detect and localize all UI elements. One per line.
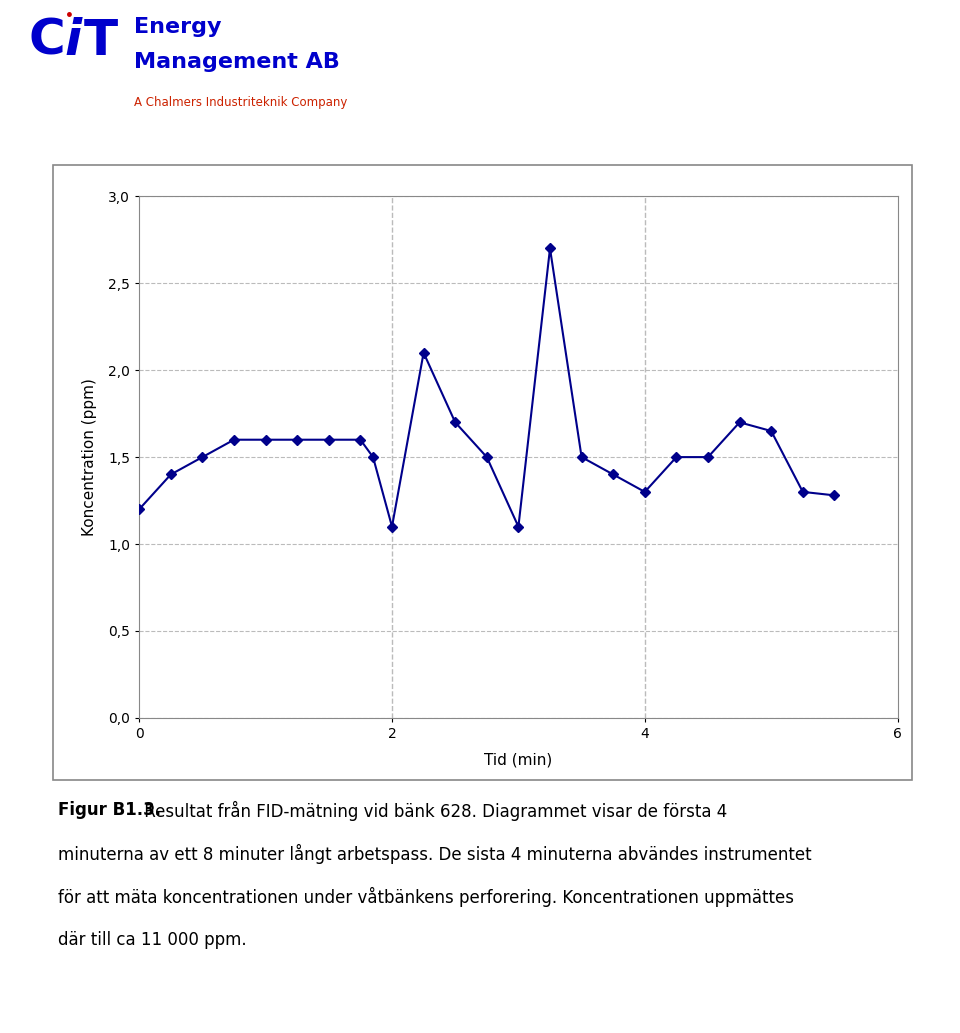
Text: Energy: Energy xyxy=(134,17,222,36)
Text: •: • xyxy=(64,8,74,23)
Text: T: T xyxy=(84,17,118,65)
Text: för att mäta koncentrationen under våtbänkens perforering. Koncentrationen uppmä: för att mäta koncentrationen under våtbä… xyxy=(58,887,794,907)
Y-axis label: Koncentration (ppm): Koncentration (ppm) xyxy=(82,378,97,536)
X-axis label: Tid (min): Tid (min) xyxy=(484,752,553,768)
Text: Figur B1.3.: Figur B1.3. xyxy=(58,801,160,818)
Text: där till ca 11 000 ppm.: där till ca 11 000 ppm. xyxy=(58,931,246,948)
Text: i: i xyxy=(64,17,82,65)
Text: Resultat från FID-mätning vid bänk 628. Diagrammet visar de första 4: Resultat från FID-mätning vid bänk 628. … xyxy=(139,801,728,820)
Text: A Chalmers Industriteknik Company: A Chalmers Industriteknik Company xyxy=(134,96,348,109)
Text: Management AB: Management AB xyxy=(134,53,340,72)
Text: C: C xyxy=(29,17,65,65)
Text: minuterna av ett 8 minuter långt arbetspass. De sista 4 minuterna abvändes instr: minuterna av ett 8 minuter långt arbetsp… xyxy=(58,844,811,864)
